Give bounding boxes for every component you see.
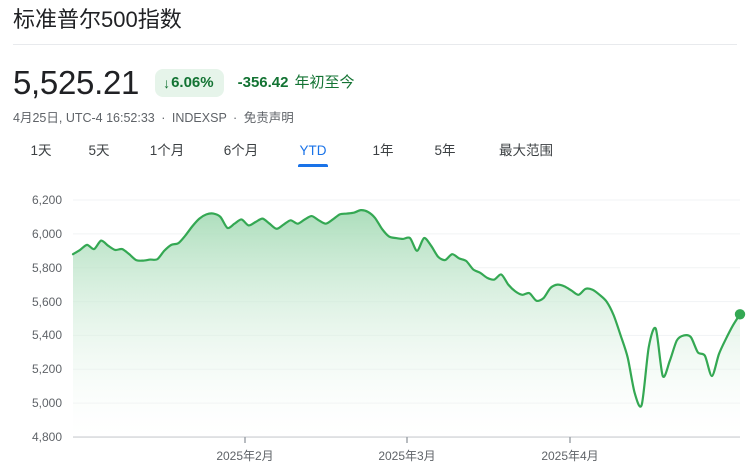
tab-1天[interactable]: 1天 <box>18 138 64 167</box>
disclaimer-link[interactable]: 免责声明 <box>243 111 294 125</box>
quote-date: 4月25日, <box>13 111 63 125</box>
chart-line <box>71 209 742 408</box>
y-axis-label: 5,800 <box>31 260 62 275</box>
x-axis-label: 2025年2月 <box>216 449 274 463</box>
change-percent-value: 6.06% <box>171 73 214 91</box>
chart-svg[interactable] <box>0 180 750 475</box>
tab-YTD[interactable]: YTD <box>290 138 336 167</box>
y-axis-label: 5,000 <box>31 396 62 411</box>
tab-label: 5年 <box>434 143 456 158</box>
y-axis-label: 5,400 <box>31 328 62 343</box>
tab-1年[interactable]: 1年 <box>360 138 406 167</box>
tab-5天[interactable]: 5天 <box>76 138 122 167</box>
tab-active-underline <box>298 164 328 167</box>
y-axis-label: 6,000 <box>31 226 62 241</box>
page-title: 标准普尔500指数 <box>13 7 182 32</box>
quote-time: UTC-4 16:52:33 <box>65 111 155 125</box>
y-axis-label: 4,800 <box>31 430 62 444</box>
meta-separator-2: · <box>233 111 238 125</box>
tab-label: 最大范围 <box>499 143 553 158</box>
x-axis-label: 2025年3月 <box>378 449 436 463</box>
current-price: 5,525.21 <box>13 64 140 101</box>
tab-label: 1天 <box>30 143 52 158</box>
tab-label: 5天 <box>88 143 110 158</box>
tab-1个月[interactable]: 1个月 <box>138 138 196 167</box>
time-range-tabs: 1天 5天 1个月 6个月 YTD 1年 5年 最大范围 <box>13 138 562 168</box>
tab-label: 6个月 <box>223 143 259 158</box>
tab-最大范围[interactable]: 最大范围 <box>490 138 562 167</box>
tab-label: YTD <box>299 143 327 158</box>
meta-separator-1: · <box>161 111 166 125</box>
change-period-label: 年初至今 <box>294 74 355 91</box>
x-axis-labels: 2025年2月 2025年3月 2025年4月 <box>0 180 750 475</box>
change-percent-badge: ↓ 6.06% <box>155 69 224 97</box>
arrow-down-icon: ↓ <box>163 74 171 91</box>
quote-meta: 4月25日, UTC-4 16:52:33 · INDEXSP · 免责声明 <box>13 110 294 127</box>
y-axis-label: 5,600 <box>31 294 62 309</box>
y-axis-labels: 6,200 6,000 5,800 5,600 5,400 5,200 5,000 4,800 <box>0 180 70 445</box>
tab-5年[interactable]: 5年 <box>422 138 468 167</box>
x-axis-label: 2025年4月 <box>541 449 599 463</box>
change-absolute-value: -356.42 <box>237 74 289 91</box>
tab-label: 1年 <box>372 143 394 158</box>
price-chart: 6,200 6,000 5,800 5,600 5,400 5,200 5,000 4,800… <box>0 180 750 475</box>
tab-6个月[interactable]: 6个月 <box>212 138 270 167</box>
exchange-code: INDEXSP <box>171 111 227 125</box>
y-axis-label: 5,200 <box>31 362 62 377</box>
y-axis-label: 6,200 <box>31 193 62 207</box>
last-point-marker <box>734 309 746 320</box>
tab-label: 1个月 <box>149 143 185 158</box>
quote-row: 5,525.21 ↓ 6.06% -356.42 年初至今 <box>13 62 355 104</box>
chart-area-fill <box>73 210 740 437</box>
header-divider <box>13 44 737 45</box>
